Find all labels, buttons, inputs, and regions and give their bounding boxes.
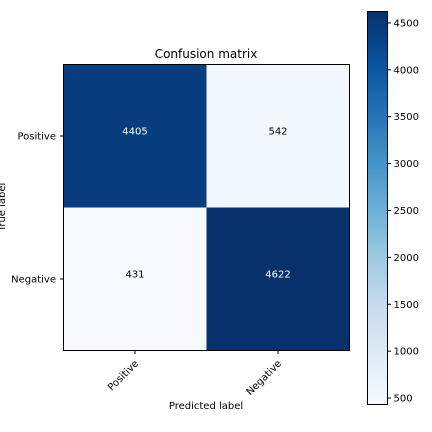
x-axis-ticks: Positive Negative	[106, 350, 285, 398]
colorbar-tick-label: 500	[394, 394, 413, 405]
cell-value-label: 542	[268, 127, 287, 138]
colorbar-tick-label: 2500	[394, 206, 419, 217]
colorbar-tick-label: 4500	[394, 18, 419, 29]
cell-value-label: 431	[125, 270, 144, 281]
heatmap-cells	[63, 64, 350, 351]
chart-title: Confusion matrix	[155, 47, 258, 61]
heatmap-cell	[63, 64, 207, 208]
y-axis-ticks: Positive Negative	[11, 132, 64, 286]
plot-frame	[63, 64, 350, 351]
cell-value-label: 4622	[265, 270, 290, 281]
colorbar-tick-label: 1000	[394, 347, 419, 358]
colorbar-tick-label: 4000	[394, 65, 419, 76]
y-axis-label: True label	[0, 183, 8, 233]
x-axis-label: Predicted label	[169, 401, 243, 412]
colorbar-tick-label: 2000	[394, 253, 419, 264]
x-tick-label: Negative	[245, 358, 285, 398]
colorbar-tick-label: 3500	[394, 112, 419, 123]
colorbar-tick-label: 1500	[394, 300, 419, 311]
heatmap-cell	[206, 207, 350, 351]
heatmap-cell-labels: 4405 542 431 4622	[122, 127, 290, 281]
colorbar-ticks: 500 1000 1500 2000 2500 3000 3500 4000 4500	[387, 18, 419, 405]
heatmap-cell	[206, 64, 350, 208]
y-tick-label: Negative	[11, 275, 56, 286]
y-tick-label: Positive	[17, 132, 56, 143]
cell-value-label: 4405	[122, 127, 147, 138]
x-tick-label: Positive	[106, 358, 141, 393]
colorbar	[367, 11, 388, 405]
colorbar-tick-label: 3000	[394, 159, 419, 170]
heatmap-cell	[63, 207, 207, 351]
